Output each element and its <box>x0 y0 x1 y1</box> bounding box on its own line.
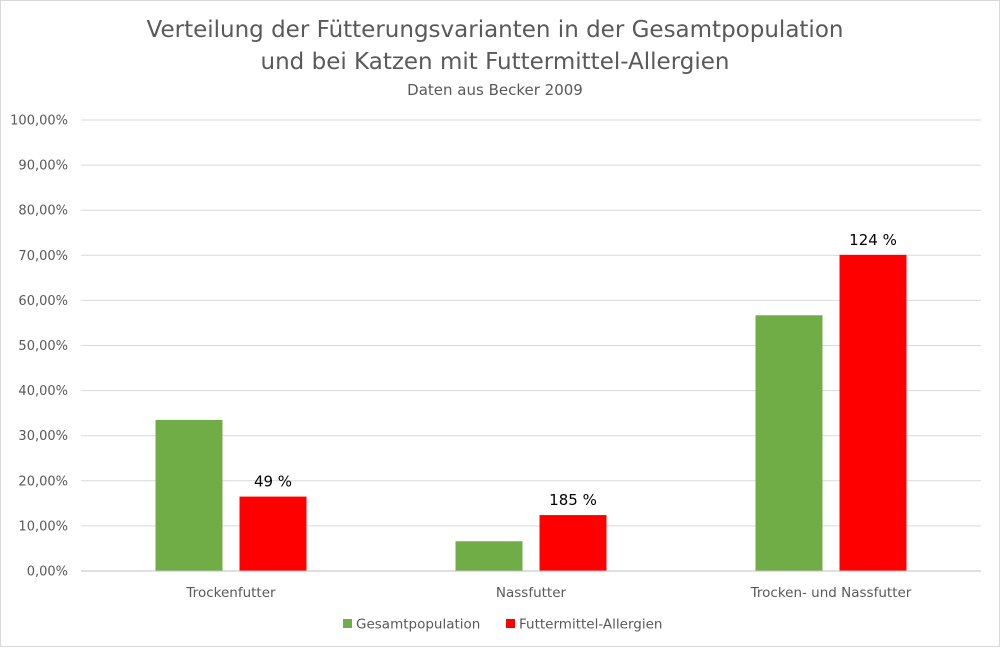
chart-subtitle: Daten aus Becker 2009 <box>407 81 583 99</box>
data-label: 185 % <box>549 491 597 509</box>
x-category-label: Trocken- und Nassfutter <box>750 585 912 601</box>
gridlines <box>81 119 981 527</box>
bars <box>155 254 907 571</box>
chart-title: Verteilung der Fütterungsvarianten in de… <box>147 17 844 43</box>
legend-label: Gesamtpopulation <box>356 617 480 633</box>
y-tick-label: 0,00% <box>27 565 68 580</box>
y-tick-label: 100,00% <box>10 114 68 129</box>
y-tick-label: 10,00% <box>18 519 68 534</box>
bar-gesamtpopulation <box>155 419 223 571</box>
legend-label: Futtermittel-Allergien <box>519 617 662 633</box>
y-tick-label: 60,00% <box>18 294 68 309</box>
chart-title-line2: und bei Katzen mit Futtermittel-Allergie… <box>261 49 730 75</box>
y-tick-label: 50,00% <box>18 339 68 354</box>
y-tick-label: 90,00% <box>18 159 68 174</box>
y-tick-label: 40,00% <box>18 384 68 399</box>
legend-swatch <box>506 619 515 628</box>
bar-futtermittel-allergien <box>239 496 307 571</box>
bar-gesamtpopulation <box>755 315 823 571</box>
data-labels: 49 % 185 % 124 % <box>254 231 897 509</box>
data-label: 124 % <box>849 231 897 249</box>
bar-futtermittel-allergien <box>839 254 907 571</box>
bar-gesamtpopulation <box>455 541 523 571</box>
y-tick-label: 20,00% <box>18 474 68 489</box>
legend-swatch <box>343 619 352 628</box>
legend: Gesamtpopulation Futtermittel-Allergien <box>343 617 662 633</box>
y-tick-label: 70,00% <box>18 249 68 264</box>
y-tick-label: 30,00% <box>18 429 68 444</box>
x-category-label: Trockenfutter <box>185 585 276 601</box>
x-category-label: Nassfutter <box>496 585 567 601</box>
bar-futtermittel-allergien <box>539 515 607 571</box>
y-axis-ticks: 0,00% 10,00% 20,00% 30,00% 40,00% 50,00% 60,00… <box>10 114 68 580</box>
y-tick-label: 80,00% <box>18 204 68 219</box>
x-axis-categories: Trockenfutter Nassfutter Trocken- und Nass… <box>185 585 911 601</box>
data-label: 49 % <box>254 473 292 491</box>
